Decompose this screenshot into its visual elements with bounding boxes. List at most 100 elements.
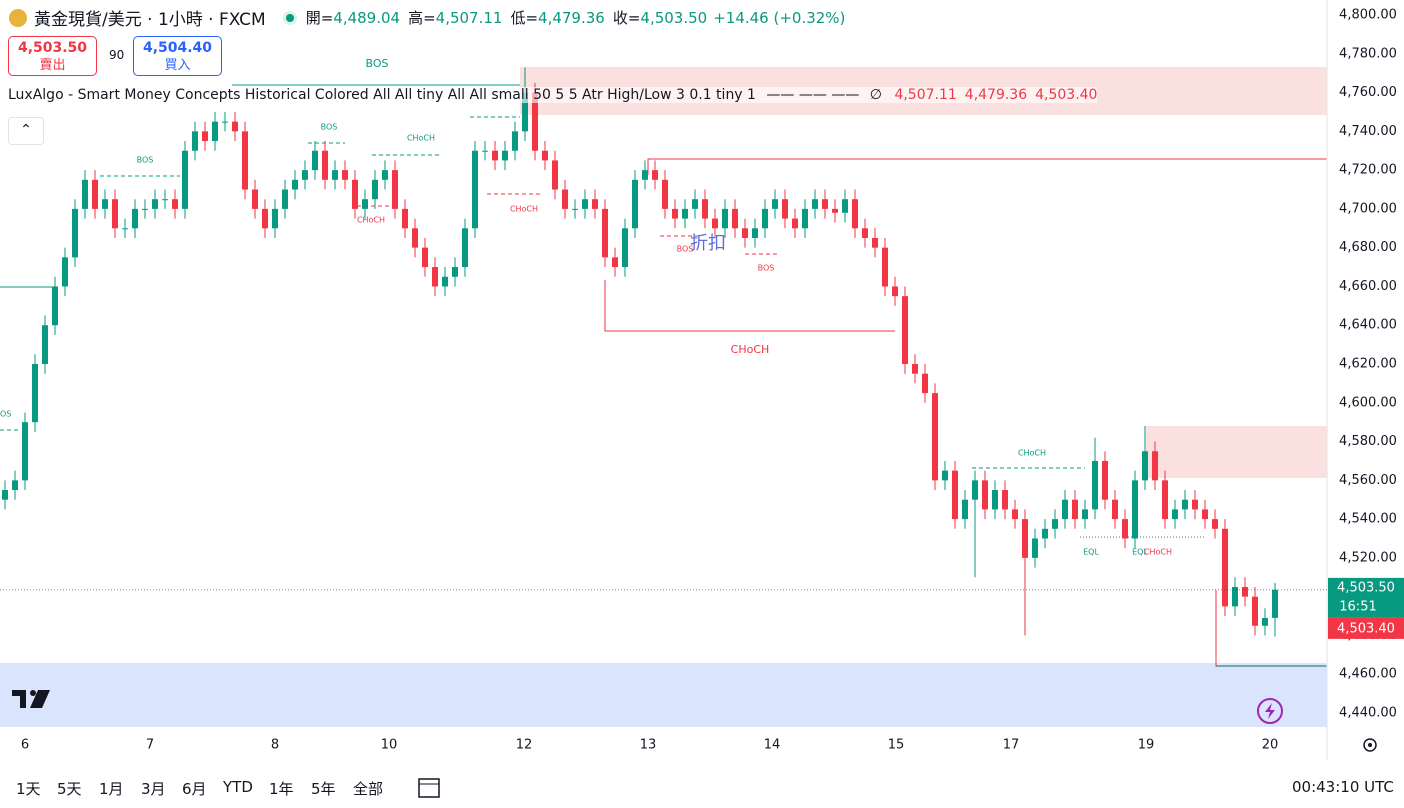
candle-body	[1272, 589, 1278, 618]
price-tag-text: 4,503.50	[1337, 580, 1395, 595]
candle-body	[62, 257, 68, 287]
candle-body	[952, 470, 958, 520]
structure-label: CHoCH	[357, 216, 385, 225]
price-tag	[1328, 617, 1404, 639]
candle-body	[162, 199, 168, 201]
buy-button[interactable]: 4,504.40 買入	[133, 36, 222, 76]
candle-body	[572, 208, 578, 210]
sell-price: 4,503.50	[17, 40, 88, 56]
header: 黃金現貨/美元 · 1小時 · FXCM 開=4,489.04 高=4,507.1…	[8, 5, 845, 30]
structure-label: EQL	[1083, 548, 1099, 557]
candle-body	[92, 179, 98, 209]
candle-body	[962, 499, 968, 520]
candle-body	[1242, 586, 1248, 597]
structure-label: BOS	[137, 156, 154, 165]
range-button[interactable]: 6月	[182, 780, 207, 798]
sell-button[interactable]: 4,503.50 賣出	[8, 36, 97, 76]
symbol-icon	[9, 8, 27, 27]
lightning-icon[interactable]	[1257, 698, 1283, 724]
candle-body	[442, 276, 448, 287]
collapse-button[interactable]: ⌃	[8, 117, 44, 145]
spread: 90	[109, 48, 125, 62]
candle-body	[372, 179, 378, 200]
ohlc-item: 收=4,503.50	[613, 7, 707, 28]
structure-label: CHoCH	[1018, 449, 1046, 458]
y-tick-label: 4,460.00	[1339, 667, 1397, 682]
range-button[interactable]: 3月	[141, 780, 166, 798]
ohlc-label: 收=	[612, 9, 641, 27]
candle-body	[212, 121, 218, 142]
candle-body	[1082, 509, 1088, 520]
ohlc-item: 開=4,489.04	[306, 7, 400, 28]
candle-body	[352, 179, 358, 209]
candle-body	[602, 208, 608, 258]
candle-body	[1162, 480, 1168, 520]
range-button[interactable]: YTD	[223, 778, 253, 796]
candle-body	[982, 480, 988, 510]
structure-label: BOS	[677, 245, 694, 254]
structure-label: CHoCH	[510, 205, 538, 214]
candle-body	[652, 170, 658, 180]
candle-body	[362, 199, 368, 209]
candle-body	[1252, 596, 1258, 626]
candle-body	[322, 150, 328, 180]
x-tick-label: 17	[1003, 738, 1020, 753]
y-tick-label: 4,580.00	[1339, 434, 1397, 449]
candle-body	[462, 228, 468, 268]
structure-label: CHoCH	[407, 134, 435, 143]
candle-body	[742, 228, 748, 238]
toolbar: 00:43:10 UTC 1天 5天 1月 3月 6月 YTD 1年 5年 全部	[0, 772, 1404, 802]
structure-label: BOS	[0, 410, 11, 419]
candle-body	[632, 179, 638, 229]
candle-body	[12, 480, 18, 491]
range-button[interactable]: 5天	[57, 780, 82, 798]
candle-body	[702, 199, 708, 219]
candle-body	[72, 208, 78, 258]
candle-body	[1192, 499, 1198, 510]
candle-body	[232, 121, 238, 132]
candle-body	[752, 228, 758, 238]
candle-body	[262, 208, 268, 229]
candle-body	[842, 199, 848, 213]
x-tick-label: 6	[21, 738, 29, 753]
candle-body	[412, 228, 418, 248]
structure-label: 折扣	[690, 233, 726, 254]
range-button[interactable]: 1年	[269, 780, 294, 798]
structure-label: EQL	[1132, 548, 1148, 557]
ohlc: 開=4,489.04 高=4,507.11 低=4,479.36 收=4,503.50	[306, 7, 708, 28]
candle-body	[512, 131, 518, 151]
candle-body	[1002, 490, 1008, 510]
clock: 00:43:10 UTC	[1292, 778, 1394, 796]
candle-body	[942, 470, 948, 481]
candle-body	[1182, 499, 1188, 510]
supply-zone	[1146, 426, 1327, 478]
candle-body	[1022, 519, 1028, 558]
ohlc-label: 低=	[510, 9, 539, 27]
candle-body	[622, 228, 628, 268]
y-tick-label: 4,660.00	[1339, 279, 1397, 294]
candle-body	[1202, 509, 1208, 520]
candle-body	[892, 286, 898, 297]
candle-body	[242, 131, 248, 190]
candle-body	[682, 208, 688, 219]
x-tick-label: 19	[1138, 738, 1155, 753]
candle-body	[662, 179, 668, 209]
y-tick-label: 4,620.00	[1339, 357, 1397, 372]
x-tick-label: 14	[764, 738, 781, 753]
ohlc-value: 4,503.50	[640, 9, 708, 27]
candle-body	[812, 199, 818, 209]
settings-icon[interactable]	[1363, 738, 1377, 752]
range-button[interactable]: 5年	[311, 780, 336, 798]
range-button[interactable]: 1天	[16, 780, 41, 798]
range-button[interactable]: 1月	[99, 780, 124, 798]
range-button[interactable]: 全部	[353, 780, 384, 798]
indicator-name: LuxAlgo - Smart Money Concepts Historica…	[8, 87, 756, 103]
candle-body	[1152, 451, 1158, 481]
calendar-icon[interactable]	[416, 774, 442, 800]
candle-body	[1062, 499, 1068, 520]
candle-body	[292, 179, 298, 190]
candle-body	[802, 208, 808, 229]
candle-body	[1052, 519, 1058, 529]
candle-body	[902, 296, 908, 364]
candle-body	[1232, 586, 1238, 607]
